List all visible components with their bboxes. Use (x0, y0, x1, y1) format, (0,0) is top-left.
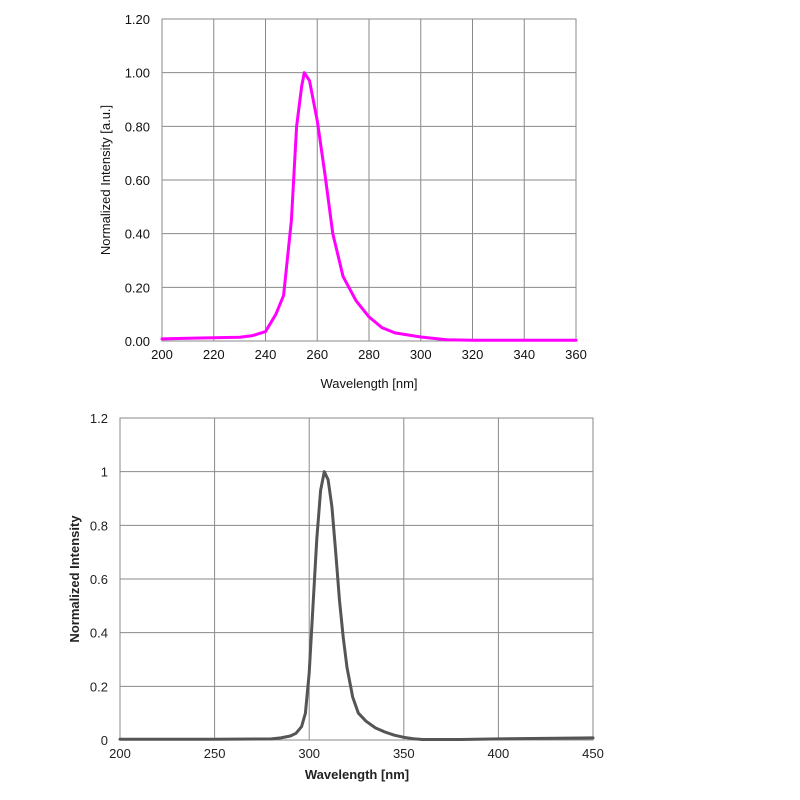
c1-y-tick-label: 0.60 (125, 173, 150, 188)
c2-y-tick-label: 0 (101, 733, 108, 748)
chart-2-x-tick-labels: 200 250 300 350 400 450 (109, 746, 604, 761)
c2-x-tick-label: 200 (109, 746, 131, 761)
c2-x-tick-label: 250 (204, 746, 226, 761)
chart-1-x-axis-label: Wavelength [nm] (320, 376, 417, 391)
c1-x-tick-label: 320 (462, 347, 484, 362)
c2-x-tick-label: 450 (582, 746, 604, 761)
chart-1-series-line (160, 71, 578, 342)
c1-y-tick-label: 1.00 (125, 66, 150, 81)
c2-y-tick-label: 1 (101, 465, 108, 480)
chart-2-series-line (118, 470, 595, 741)
c1-x-tick-label: 360 (565, 347, 587, 362)
c2-y-tick-label: 0.8 (90, 518, 108, 533)
chart-1-plot-frame (161, 18, 577, 342)
chart-1-y-axis-label: Normalized Intensity [a.u.] (98, 105, 113, 255)
chart-2: 200 250 300 350 400 450 0 0.2 0.4 0.6 0.8 1 1.2 Wav… (67, 411, 604, 782)
c1-y-tick-label: 0.00 (125, 334, 150, 349)
c2-x-tick-label: 350 (393, 746, 415, 761)
chart-1-y-tick-labels: 0.00 0.20 0.40 0.60 0.80 1.00 1.20 (125, 12, 150, 349)
c1-x-tick-label: 300 (410, 347, 432, 362)
chart-2-grid (119, 417, 594, 741)
c2-x-tick-label: 400 (488, 746, 510, 761)
chart-2-x-axis-label: Wavelength [nm] (305, 767, 409, 782)
c2-y-tick-label: 0.6 (90, 572, 108, 587)
chart-2-plot-frame (119, 417, 594, 741)
c1-y-tick-label: 0.20 (125, 280, 150, 295)
c1-x-tick-label: 220 (203, 347, 225, 362)
chart-2-y-tick-labels: 0 0.2 0.4 0.6 0.8 1 1.2 (90, 411, 108, 748)
c1-x-tick-label: 240 (255, 347, 277, 362)
c2-y-tick-label: 0.2 (90, 679, 108, 694)
chart-1: 200 220 240 260 280 300 320 340 360 0.00 0.20 0.40… (98, 12, 587, 391)
c1-y-tick-label: 0.80 (125, 119, 150, 134)
c1-y-tick-label: 1.20 (125, 12, 150, 27)
c2-y-tick-label: 1.2 (90, 411, 108, 426)
chart-2-y-axis-label: Normalized Intensity (67, 515, 82, 643)
c1-x-tick-label: 200 (151, 347, 173, 362)
chart-1-x-tick-labels: 200 220 240 260 280 300 320 340 360 (151, 347, 587, 362)
chart-1-grid (161, 18, 577, 342)
c2-y-tick-label: 0.4 (90, 626, 108, 641)
c1-x-tick-label: 340 (513, 347, 535, 362)
c1-y-tick-label: 0.40 (125, 227, 150, 242)
c2-x-tick-label: 300 (298, 746, 320, 761)
c1-x-tick-label: 260 (306, 347, 328, 362)
c1-x-tick-label: 280 (358, 347, 380, 362)
